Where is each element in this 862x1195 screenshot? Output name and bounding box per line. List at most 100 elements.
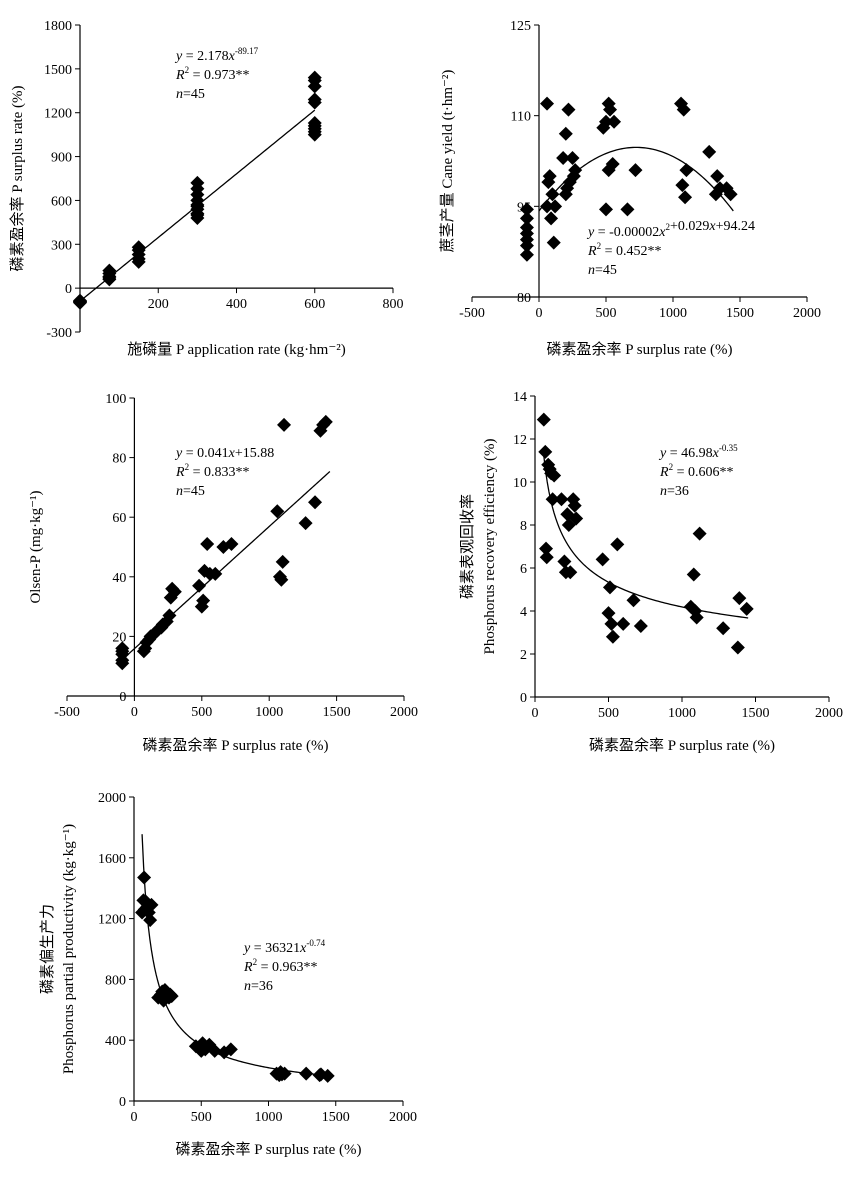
x-tick-label: 1500	[323, 705, 351, 720]
fit-curve	[141, 834, 330, 1077]
y-tick-label: 8	[520, 519, 527, 534]
data-point	[318, 414, 333, 429]
data-point	[131, 240, 146, 255]
data-point	[539, 550, 554, 565]
y-tick-label: 20	[112, 630, 126, 645]
panel-a: 0200400600800-3000300600900120015001800施…	[8, 19, 404, 358]
y-tick-label: 100	[105, 392, 126, 407]
data-point	[540, 96, 555, 111]
y-tick-label: 900	[51, 151, 72, 166]
data-point	[307, 70, 322, 85]
data-point	[307, 92, 322, 107]
data-point	[320, 1068, 335, 1083]
data-point	[545, 492, 560, 507]
data-point	[144, 897, 159, 912]
x-tick-label: 2000	[390, 705, 418, 720]
x-tick-label: 500	[191, 1110, 212, 1125]
data-point	[115, 641, 130, 656]
data-point	[274, 572, 289, 587]
data-point	[545, 187, 560, 202]
x-axis-label: 磷素盈余率 P surplus rate (%)	[175, 1140, 361, 1158]
x-axis-label: 磷素盈余率 P surplus rate (%)	[546, 340, 732, 358]
y-tick-label: 300	[51, 238, 72, 253]
data-point	[605, 629, 620, 644]
data-point	[137, 870, 152, 885]
fit-equation: y = 46.98x-0.35	[658, 443, 738, 461]
r-squared: R2 = 0.973**	[175, 65, 249, 83]
fit-curve	[543, 455, 749, 619]
x-tick-label: 0	[536, 306, 543, 321]
data-point	[565, 150, 580, 165]
data-point	[558, 187, 573, 202]
data-point	[164, 989, 179, 1004]
data-point	[190, 208, 205, 223]
y-axis-label-line1: 磷素偏生产力	[39, 904, 56, 994]
data-point	[558, 126, 573, 141]
y-tick-label: 400	[105, 1034, 126, 1049]
data-point	[540, 199, 555, 214]
y-tick-label: 2	[520, 648, 527, 663]
data-point	[277, 1066, 292, 1081]
x-tick-label: 2000	[389, 1110, 417, 1125]
data-point	[686, 567, 701, 582]
data-point	[143, 913, 158, 928]
data-point	[633, 619, 648, 634]
data-point	[626, 593, 641, 608]
x-tick-label: -500	[459, 306, 485, 321]
data-point	[561, 102, 576, 117]
data-point	[723, 187, 738, 202]
y-axis-label: Olsen-P (mg·kg⁻¹)	[28, 490, 44, 603]
x-tick-label: 1500	[726, 306, 754, 321]
y-tick-label: 6	[520, 562, 527, 577]
data-point	[602, 580, 617, 595]
data-point	[676, 102, 691, 117]
data-point	[544, 211, 559, 226]
y-tick-label: 80	[112, 452, 126, 467]
x-tick-label: 200	[148, 297, 169, 312]
y-axis-label: 磷素盈余率 P surplus rate (%)	[8, 85, 26, 271]
x-tick-label: 1000	[255, 705, 283, 720]
data-point	[307, 115, 322, 130]
data-point	[190, 199, 205, 214]
r-squared: R2 = 0.963**	[243, 957, 317, 975]
data-point	[678, 190, 693, 205]
data-point	[710, 169, 725, 184]
data-point	[556, 150, 571, 165]
data-point	[716, 621, 731, 636]
data-point	[224, 537, 239, 552]
y-tick-label: 1200	[44, 107, 72, 122]
x-tick-label: 1500	[742, 706, 770, 721]
data-point	[595, 552, 610, 567]
data-point	[277, 417, 292, 432]
data-point	[599, 114, 613, 129]
data-point	[567, 498, 582, 513]
data-point	[207, 1043, 222, 1058]
data-point	[557, 554, 572, 569]
x-tick-label: 1000	[255, 1110, 283, 1125]
data-point	[546, 235, 561, 250]
r-squared: R2 = 0.606**	[659, 462, 733, 480]
data-point	[167, 584, 182, 599]
y-axis-label-line2: Phosphorus partial productivity (kg·kg⁻¹…	[61, 824, 77, 1074]
y-tick-label: 1800	[44, 19, 72, 34]
y-tick-label: 80	[517, 291, 531, 306]
data-point	[200, 537, 215, 552]
data-point	[601, 606, 616, 621]
data-point	[102, 263, 117, 278]
y-tick-label: 10	[513, 476, 527, 491]
data-point	[628, 163, 643, 178]
y-tick-label: 0	[65, 282, 72, 297]
data-point	[554, 492, 569, 507]
data-point	[190, 175, 205, 190]
data-point	[563, 565, 578, 580]
y-tick-label: 1200	[98, 913, 126, 928]
fit-equation: y = 0.041x+15.88	[174, 446, 274, 461]
x-tick-label: 2000	[815, 706, 843, 721]
data-point	[539, 541, 554, 556]
fit-equation: y = 2.178x-89.17	[174, 46, 259, 64]
x-tick-label: 1500	[322, 1110, 350, 1125]
data-point	[542, 169, 557, 184]
y-tick-label: 0	[119, 690, 126, 705]
data-point	[616, 616, 631, 631]
